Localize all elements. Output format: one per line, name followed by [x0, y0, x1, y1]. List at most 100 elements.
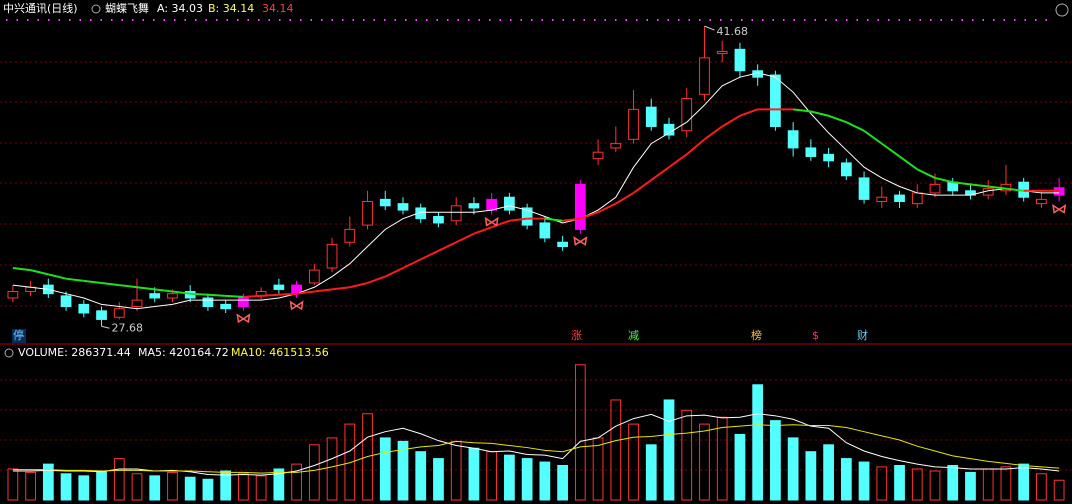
candle-body	[433, 216, 444, 224]
volume-bar	[557, 465, 568, 501]
signal-marker	[236, 313, 251, 324]
volume-bar	[60, 473, 72, 501]
candle-body	[273, 284, 285, 290]
volume-bar	[716, 416, 728, 501]
trend-line	[721, 114, 741, 128]
volume-bar	[770, 420, 781, 501]
candle-body	[308, 269, 320, 284]
trend-line	[491, 219, 510, 229]
trend-line	[898, 155, 918, 171]
volume-bar	[326, 437, 338, 501]
candle-body	[113, 308, 125, 318]
trend-line	[632, 179, 652, 194]
candle-body	[344, 228, 356, 243]
trend-line	[615, 192, 635, 205]
volume-bar	[7, 468, 19, 501]
candle-body	[681, 98, 693, 132]
marker: 榜	[751, 328, 762, 342]
trend-line	[83, 279, 102, 284]
volume-bar	[699, 423, 710, 501]
candle-body	[539, 222, 551, 239]
symbol: 中兴通讯(日线)	[3, 1, 78, 15]
volume-bar	[167, 471, 178, 501]
trend-line	[172, 290, 191, 295]
marker: 减	[628, 329, 639, 342]
volume-bar	[504, 454, 515, 501]
trend-line	[562, 217, 581, 222]
candle-body	[96, 310, 107, 320]
trend-line	[793, 108, 811, 113]
candle-body	[840, 162, 852, 177]
candle-body	[486, 198, 498, 211]
candle-body	[610, 143, 622, 149]
trend-line	[703, 125, 723, 141]
candle-body	[131, 299, 143, 308]
candle-body	[468, 203, 480, 209]
trend-line	[119, 284, 138, 289]
trend-line	[668, 153, 688, 169]
indicator-icon[interactable]	[91, 4, 101, 14]
candle-body	[220, 303, 232, 310]
indicator-name: 蝴蝶飞舞	[105, 1, 149, 15]
volume-bar	[840, 458, 852, 501]
candle-body	[202, 297, 214, 308]
indicator-a: A: 34.03	[157, 2, 203, 15]
volume-bar	[78, 475, 90, 501]
trend-line	[509, 217, 528, 222]
volume-bar	[929, 470, 941, 501]
trend-line	[101, 281, 120, 287]
trend-line	[863, 129, 883, 145]
trend-line	[438, 241, 457, 252]
trend-line	[243, 294, 262, 298]
trend-line	[650, 166, 670, 181]
signal-marker	[573, 236, 588, 246]
trend-line	[810, 110, 829, 117]
volume-bar	[805, 451, 817, 501]
trend-line	[739, 108, 759, 117]
trend-line	[455, 232, 475, 244]
volume-bar	[911, 468, 923, 501]
volume-bar	[787, 437, 799, 501]
marker: $	[812, 329, 819, 342]
marker-box	[12, 329, 26, 343]
volume-bar	[42, 463, 54, 501]
trend-line	[367, 275, 386, 284]
candle-body	[238, 297, 249, 308]
volume-bar	[823, 444, 834, 501]
volume-bar	[273, 468, 285, 501]
scroll-button[interactable]	[1055, 3, 1069, 17]
candle-body	[858, 177, 870, 200]
trend-line	[845, 121, 865, 132]
trend-line	[420, 249, 439, 261]
annotation-leader	[704, 25, 715, 31]
volume-bar	[291, 463, 302, 501]
candle-body	[326, 243, 338, 269]
candle-body	[734, 48, 746, 72]
trend-line	[349, 282, 368, 289]
trend-line	[278, 292, 297, 296]
volume-bar	[965, 471, 976, 501]
trend-line	[473, 226, 493, 235]
trend-line	[970, 183, 989, 188]
volume-bar	[858, 461, 870, 501]
candle-body	[911, 192, 923, 205]
volume-bar	[238, 473, 249, 501]
trend-line	[296, 290, 315, 295]
volume-bar	[1036, 473, 1047, 501]
trend-line	[828, 114, 847, 124]
volume-icon[interactable]	[4, 348, 14, 358]
trend-line	[154, 288, 173, 293]
trend-line	[314, 288, 333, 293]
trend-line	[12, 266, 31, 272]
candle-body	[557, 241, 568, 248]
volume-bar	[610, 399, 622, 501]
candle-body	[823, 153, 834, 162]
volume-bar	[521, 458, 533, 501]
trend-line	[384, 267, 404, 278]
volume-bar	[184, 476, 196, 501]
candle-body	[362, 201, 373, 226]
volume-bar	[113, 458, 125, 501]
candle-body	[7, 291, 19, 299]
indicator-c: 34.14	[262, 2, 294, 15]
candle-body	[894, 194, 905, 203]
